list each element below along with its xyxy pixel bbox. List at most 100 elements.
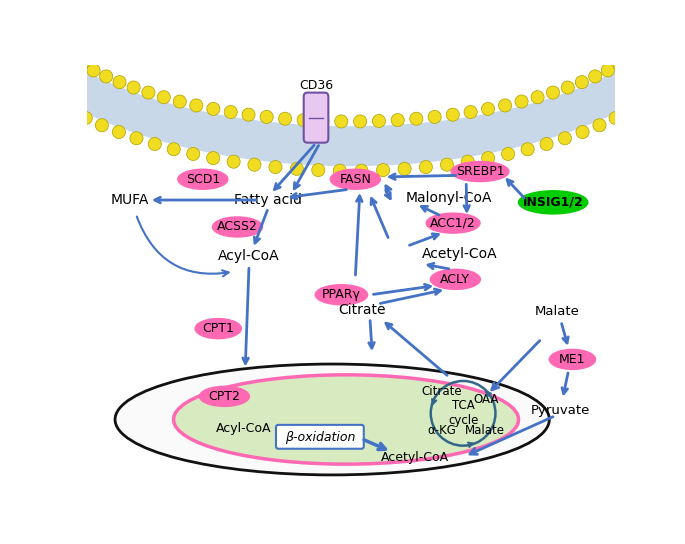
Circle shape xyxy=(353,115,366,128)
Circle shape xyxy=(167,143,180,156)
Circle shape xyxy=(224,106,237,119)
Circle shape xyxy=(652,87,665,101)
Circle shape xyxy=(248,158,261,171)
Circle shape xyxy=(23,78,36,91)
Circle shape xyxy=(558,132,571,145)
Text: OAA: OAA xyxy=(473,393,499,406)
Circle shape xyxy=(561,81,574,94)
Circle shape xyxy=(190,99,203,112)
Circle shape xyxy=(269,160,282,174)
Circle shape xyxy=(593,119,606,132)
Text: ACSS2: ACSS2 xyxy=(217,220,258,233)
Text: Citrate: Citrate xyxy=(338,303,386,317)
Circle shape xyxy=(312,164,325,177)
Text: SCD1: SCD1 xyxy=(186,173,220,186)
Circle shape xyxy=(482,102,495,115)
Text: MUFA: MUFA xyxy=(110,193,149,207)
Circle shape xyxy=(1,60,14,73)
Circle shape xyxy=(377,164,390,177)
Circle shape xyxy=(207,152,220,165)
Circle shape xyxy=(127,81,140,94)
Circle shape xyxy=(464,106,477,119)
Circle shape xyxy=(87,64,100,77)
Circle shape xyxy=(428,110,441,123)
Circle shape xyxy=(75,58,88,71)
Ellipse shape xyxy=(430,269,480,289)
Text: ACLY: ACLY xyxy=(440,273,471,286)
Circle shape xyxy=(142,86,155,99)
Circle shape xyxy=(49,96,62,109)
Text: Acyl-CoA: Acyl-CoA xyxy=(219,249,280,263)
Circle shape xyxy=(588,70,601,83)
Circle shape xyxy=(12,69,25,82)
Circle shape xyxy=(64,51,77,64)
Text: SREBP1: SREBP1 xyxy=(456,165,504,178)
Circle shape xyxy=(540,138,553,151)
Circle shape xyxy=(665,78,678,91)
Text: Acetyl-CoA: Acetyl-CoA xyxy=(422,247,498,261)
Circle shape xyxy=(0,50,5,63)
Circle shape xyxy=(391,114,404,127)
Circle shape xyxy=(334,164,347,177)
Ellipse shape xyxy=(451,162,509,182)
Circle shape xyxy=(410,112,423,125)
Text: ACC1/2: ACC1/2 xyxy=(430,217,476,230)
Ellipse shape xyxy=(330,169,380,189)
Circle shape xyxy=(316,114,329,127)
Circle shape xyxy=(531,91,544,104)
Circle shape xyxy=(639,96,652,109)
Circle shape xyxy=(112,126,125,139)
Circle shape xyxy=(501,147,514,160)
Circle shape xyxy=(601,64,614,77)
Text: Fatty acid: Fatty acid xyxy=(234,193,302,207)
Circle shape xyxy=(575,76,588,89)
Ellipse shape xyxy=(199,386,249,406)
Circle shape xyxy=(355,164,368,177)
FancyBboxPatch shape xyxy=(303,92,328,143)
Ellipse shape xyxy=(173,375,519,464)
Circle shape xyxy=(398,162,411,175)
Circle shape xyxy=(547,86,560,99)
Ellipse shape xyxy=(115,364,549,475)
Circle shape xyxy=(37,30,50,43)
Text: INSIG1/2: INSIG1/2 xyxy=(523,196,584,209)
Circle shape xyxy=(242,108,255,121)
Circle shape xyxy=(45,37,58,50)
Ellipse shape xyxy=(195,319,241,338)
Text: Citrate: Citrate xyxy=(421,385,462,398)
Polygon shape xyxy=(0,36,685,166)
Text: Pyruvate: Pyruvate xyxy=(531,404,590,417)
Circle shape xyxy=(290,162,303,175)
Circle shape xyxy=(609,112,622,125)
Circle shape xyxy=(440,158,453,171)
Ellipse shape xyxy=(315,285,368,305)
Circle shape xyxy=(677,69,685,82)
Circle shape xyxy=(79,112,92,125)
Circle shape xyxy=(99,70,113,83)
Circle shape xyxy=(625,104,638,117)
Circle shape xyxy=(260,110,273,123)
Circle shape xyxy=(335,115,348,128)
Circle shape xyxy=(419,160,432,174)
Circle shape xyxy=(187,147,200,160)
Circle shape xyxy=(227,155,240,168)
Text: CPT2: CPT2 xyxy=(208,390,240,403)
Text: ME1: ME1 xyxy=(559,353,586,366)
Text: PPARγ: PPARγ xyxy=(322,288,361,301)
Circle shape xyxy=(173,95,186,108)
Circle shape xyxy=(624,51,637,64)
Circle shape xyxy=(643,37,656,50)
Ellipse shape xyxy=(549,349,595,369)
FancyBboxPatch shape xyxy=(276,425,364,449)
Circle shape xyxy=(634,44,647,57)
FancyArrowPatch shape xyxy=(137,217,229,276)
Circle shape xyxy=(576,126,589,139)
Circle shape xyxy=(461,155,474,168)
Circle shape xyxy=(499,99,512,112)
Circle shape xyxy=(113,76,126,89)
Text: CPT1: CPT1 xyxy=(202,322,234,335)
Text: Acetyl-CoA: Acetyl-CoA xyxy=(381,452,449,465)
Circle shape xyxy=(279,112,292,125)
Circle shape xyxy=(95,119,108,132)
Ellipse shape xyxy=(519,191,588,214)
